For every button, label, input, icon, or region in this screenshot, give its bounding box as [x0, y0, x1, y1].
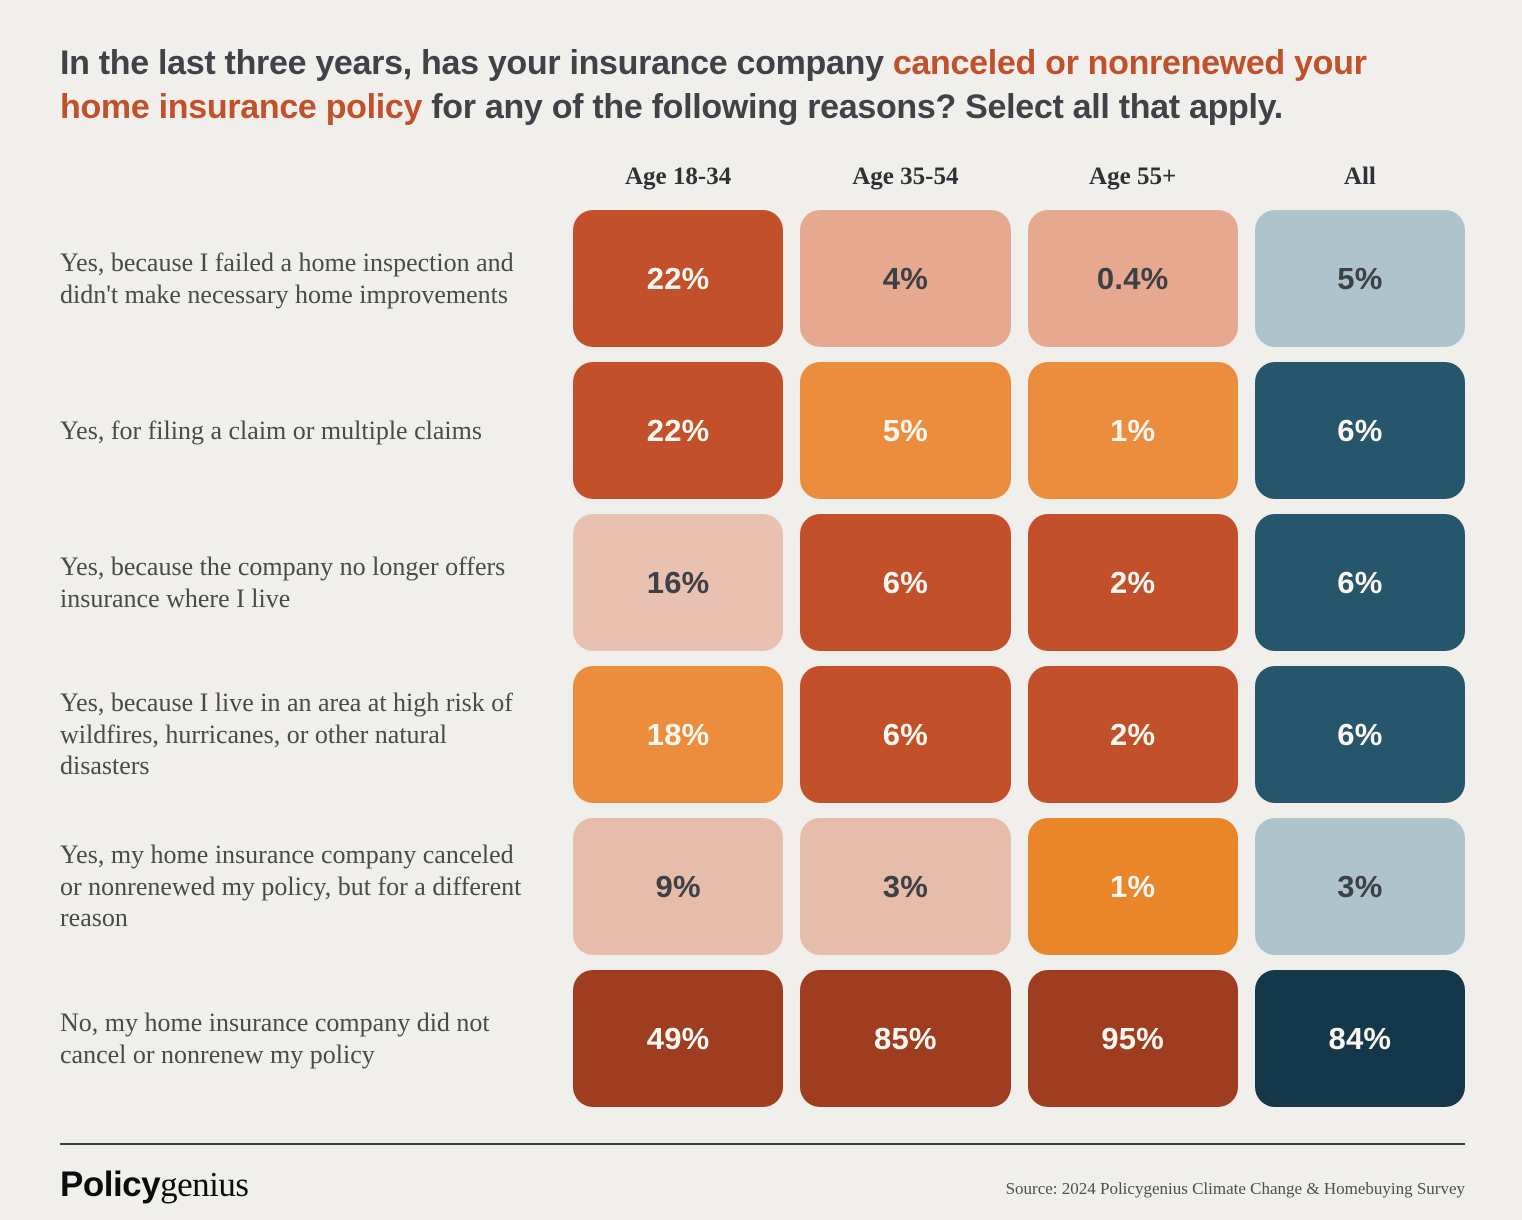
- heatmap-cell: 49%: [573, 970, 784, 1108]
- heatmap-cell: 5%: [1254, 210, 1465, 348]
- row-label-no-longer-offers: Yes, because the company no longer offer…: [60, 551, 506, 613]
- heatmap-cell: 3%: [800, 818, 1011, 956]
- heatmap-cell: 5%: [800, 362, 1011, 500]
- heatmap-cell: 6%: [1254, 666, 1465, 804]
- footer: Policygenius Source: 2024 Policygenius C…: [60, 1165, 1465, 1205]
- title-accent: canceled or nonrenewed your home insuran…: [60, 44, 1367, 126]
- heatmap-cell: 2%: [1027, 514, 1238, 652]
- heatmap-cell: 2%: [1027, 666, 1238, 804]
- row-label-different-reason: Yes, my home insurance company canceled …: [60, 839, 522, 933]
- heatmap-cell: 6%: [1254, 362, 1465, 500]
- heatmap-cell: 0.4%: [1027, 210, 1238, 348]
- logo-text-bold: Policy: [60, 1165, 161, 1205]
- column-header-age-18-34: Age 18-34: [625, 163, 732, 191]
- title-part2: for any of the following reasons? Select…: [422, 87, 1283, 126]
- policygenius-logo: Policygenius: [60, 1165, 249, 1205]
- heatmap-cell: 22%: [573, 362, 784, 500]
- heatmap-cell: 18%: [573, 666, 784, 804]
- column-header-age-55-plus: Age 55+: [1089, 163, 1177, 191]
- column-header-all: All: [1343, 163, 1376, 191]
- logo-text-light: genius: [160, 1165, 249, 1205]
- footer-divider: [60, 1143, 1465, 1146]
- heatmap-cell: 9%: [573, 818, 784, 956]
- heatmap-cell: 6%: [1254, 514, 1465, 652]
- header-spacer: [60, 163, 556, 195]
- heatmap-cell: 16%: [573, 514, 784, 652]
- column-header-age-35-54: Age 35-54: [852, 163, 959, 191]
- heatmap-cell: 1%: [1027, 362, 1238, 500]
- heatmap-cell: 22%: [573, 210, 784, 348]
- source-text: Source: 2024 Policygenius Climate Change…: [1005, 1179, 1465, 1199]
- heatmap-cell: 85%: [800, 970, 1011, 1108]
- heatmap-cell: 3%: [1254, 818, 1465, 956]
- row-label-high-risk-area: Yes, because I live in an area at high r…: [60, 687, 513, 781]
- heatmap-cell: 4%: [800, 210, 1011, 348]
- heatmap-cell: 6%: [800, 514, 1011, 652]
- heatmap-grid: Age 18-34 Age 35-54 Age 55+ All Yes, bec…: [60, 163, 1465, 1108]
- title-part1: In the last three years, has your insura…: [60, 44, 893, 82]
- heatmap-cell: 84%: [1254, 970, 1465, 1108]
- page-title: In the last three years, has your insura…: [60, 42, 1460, 129]
- row-label-failed-inspection: Yes, because I failed a home inspection …: [60, 247, 514, 309]
- row-label-no-cancellation: No, my home insurance company did not ca…: [60, 1007, 490, 1069]
- row-label-filing-claims: Yes, for filing a claim or multiple clai…: [60, 415, 482, 445]
- heatmap-cell: 1%: [1027, 818, 1238, 956]
- heatmap-cell: 95%: [1027, 970, 1238, 1108]
- heatmap-cell: 6%: [800, 666, 1011, 804]
